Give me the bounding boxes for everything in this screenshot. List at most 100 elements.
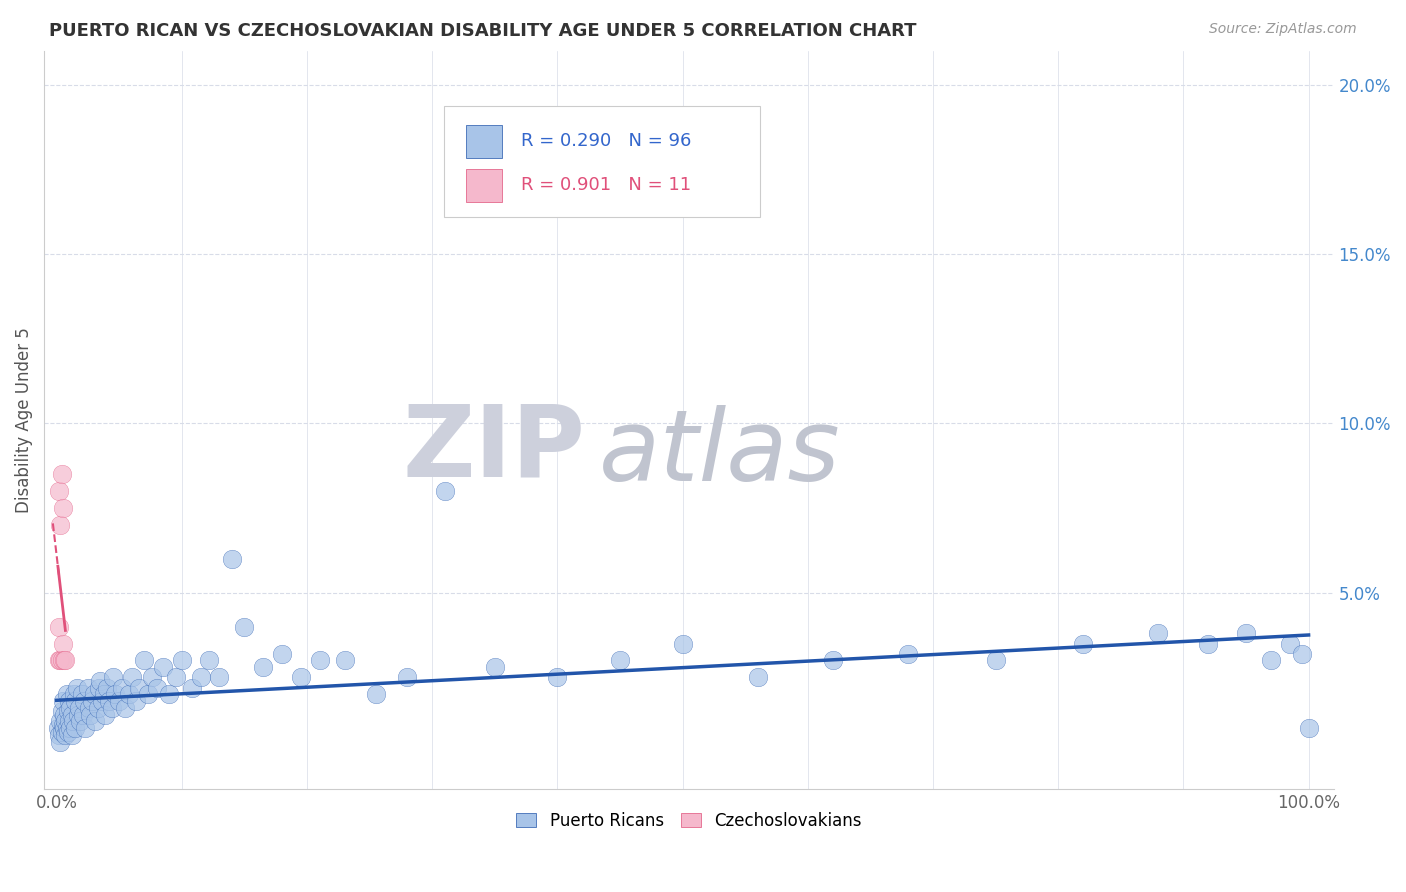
Point bbox=[75, 721, 97, 735]
Point bbox=[108, 694, 131, 708]
Point bbox=[364, 687, 387, 701]
Point bbox=[55, 687, 77, 701]
Text: R = 0.901   N = 11: R = 0.901 N = 11 bbox=[522, 176, 692, 194]
Point bbox=[96, 681, 118, 695]
Point bbox=[546, 670, 568, 684]
Point bbox=[104, 687, 127, 701]
Point bbox=[48, 619, 70, 633]
Point bbox=[51, 704, 73, 718]
Text: Source: ZipAtlas.com: Source: ZipAtlas.com bbox=[1209, 22, 1357, 37]
Legend: Puerto Ricans, Czechoslovakians: Puerto Ricans, Czechoslovakians bbox=[510, 805, 868, 837]
Point bbox=[118, 687, 141, 701]
Point bbox=[1278, 636, 1301, 650]
Point bbox=[53, 653, 76, 667]
Point bbox=[180, 681, 202, 695]
Point bbox=[134, 653, 156, 667]
Point bbox=[94, 707, 117, 722]
Point bbox=[53, 721, 76, 735]
Point bbox=[290, 670, 312, 684]
Point bbox=[190, 670, 212, 684]
Point bbox=[93, 687, 115, 701]
Point bbox=[609, 653, 631, 667]
Point bbox=[1147, 626, 1170, 640]
FancyBboxPatch shape bbox=[465, 125, 502, 158]
Point bbox=[65, 721, 87, 735]
Point bbox=[66, 681, 89, 695]
Point bbox=[72, 707, 94, 722]
Point bbox=[157, 687, 180, 701]
Point bbox=[89, 681, 111, 695]
Point bbox=[1197, 636, 1219, 650]
Point bbox=[114, 701, 136, 715]
Point bbox=[48, 728, 70, 742]
Point bbox=[59, 701, 82, 715]
Point bbox=[55, 721, 77, 735]
Point bbox=[49, 518, 72, 533]
Point bbox=[333, 653, 356, 667]
Text: ZIP: ZIP bbox=[404, 401, 586, 498]
Point bbox=[396, 670, 419, 684]
FancyBboxPatch shape bbox=[465, 169, 502, 202]
Point bbox=[984, 653, 1007, 667]
Point bbox=[100, 701, 122, 715]
Point bbox=[49, 653, 72, 667]
Point bbox=[52, 694, 75, 708]
Point bbox=[58, 694, 80, 708]
Point bbox=[83, 687, 105, 701]
Point bbox=[52, 718, 75, 732]
Text: PUERTO RICAN VS CZECHOSLOVAKIAN DISABILITY AGE UNDER 5 CORRELATION CHART: PUERTO RICAN VS CZECHOSLOVAKIAN DISABILI… bbox=[49, 22, 917, 40]
Point bbox=[46, 721, 69, 735]
Point bbox=[98, 694, 121, 708]
Point bbox=[271, 647, 294, 661]
Point bbox=[70, 687, 93, 701]
Point bbox=[53, 707, 76, 722]
Text: atlas: atlas bbox=[599, 405, 841, 501]
Point bbox=[89, 673, 111, 688]
Point bbox=[55, 653, 77, 667]
Point bbox=[121, 670, 143, 684]
Point bbox=[308, 653, 330, 667]
Point bbox=[80, 694, 103, 708]
Point bbox=[1260, 653, 1282, 667]
Point bbox=[52, 501, 75, 516]
Point bbox=[77, 681, 100, 695]
Point bbox=[1071, 636, 1094, 650]
Point bbox=[66, 707, 89, 722]
Point bbox=[128, 681, 150, 695]
Point bbox=[55, 728, 77, 742]
Point bbox=[73, 694, 96, 708]
Point bbox=[55, 714, 77, 729]
Point bbox=[747, 670, 769, 684]
Point bbox=[49, 714, 72, 729]
Point bbox=[59, 721, 82, 735]
Point bbox=[63, 687, 86, 701]
Point bbox=[84, 714, 107, 729]
Point bbox=[67, 701, 90, 715]
Point bbox=[62, 714, 84, 729]
Point bbox=[77, 701, 100, 715]
Point bbox=[69, 714, 91, 729]
Point bbox=[165, 670, 187, 684]
Point bbox=[111, 681, 134, 695]
Point bbox=[170, 653, 193, 667]
Point bbox=[48, 653, 70, 667]
Text: R = 0.290   N = 96: R = 0.290 N = 96 bbox=[522, 132, 692, 150]
Point bbox=[1291, 647, 1313, 661]
Point bbox=[221, 552, 243, 566]
Point bbox=[56, 704, 79, 718]
Point bbox=[51, 653, 73, 667]
Point bbox=[79, 707, 101, 722]
Point bbox=[51, 724, 73, 739]
Point bbox=[87, 701, 110, 715]
FancyBboxPatch shape bbox=[444, 106, 759, 217]
Point bbox=[56, 724, 79, 739]
Point bbox=[208, 670, 231, 684]
Point bbox=[233, 619, 256, 633]
Point bbox=[146, 681, 169, 695]
Point bbox=[60, 707, 83, 722]
Point bbox=[101, 670, 124, 684]
Point bbox=[897, 647, 920, 661]
Point bbox=[484, 660, 506, 674]
Point bbox=[136, 687, 159, 701]
Point bbox=[124, 694, 146, 708]
